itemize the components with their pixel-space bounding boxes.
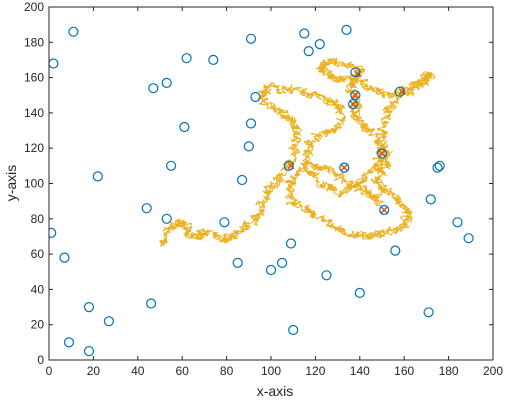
scatter-point [68,26,79,37]
y-axis-label: y-axis [3,165,19,202]
scatter-point [423,307,434,318]
x-tick-label: 20 [87,364,101,378]
scatter-point [283,160,294,171]
scatter-point [425,194,436,205]
scatter-point [161,213,172,224]
scatter-point [432,162,443,173]
axes: 0 20 40 60 80 100 120 140 160 180 200 0 20 40 60 80 100 1… [24,0,503,378]
scatter-point [277,257,288,268]
scatter-point [49,58,59,69]
plot-area [49,24,474,357]
scatter-point [243,141,254,152]
scatter-point [250,91,261,103]
highlight-marker [378,149,386,158]
scatter-point [288,324,299,336]
scatter-point [92,171,103,182]
scatter-point [146,298,157,309]
y-tick-label: 40 [31,282,45,296]
scatter-point [181,53,192,64]
x-tick-label: 60 [176,364,190,378]
y-tick-label: 140 [24,106,44,120]
scatter-point [299,28,310,39]
scatter-point [148,83,159,94]
scatter-point [354,287,365,298]
scatter-point [237,174,248,186]
scatter-point [350,90,361,101]
scatter-point [463,233,474,244]
x-tick-label: 40 [131,364,145,378]
scatter-point [390,245,401,256]
x-tick-label: 140 [350,364,370,378]
y-tick-label: 20 [31,318,45,332]
y-tick-label: 180 [24,35,44,49]
scatter-point [303,45,314,57]
scatter-point [141,203,152,214]
y-tick-label: 160 [24,71,44,85]
scatter-point [59,252,70,263]
scatter-point [379,204,390,216]
scatter-point [232,257,243,268]
scatter-point [219,217,230,228]
highlight-marker [349,100,357,108]
y-tick-label: 0 [37,353,44,367]
scatter-point [63,337,75,348]
scatter-point [339,162,350,173]
scatter-point [245,118,257,129]
y-tick-label: 200 [24,0,44,14]
scatter-point [103,316,115,327]
x-tick-label: 200 [483,364,503,378]
highlight-marker [351,91,359,99]
x-tick-label: 160 [394,364,414,378]
highlight-marker [340,164,348,172]
scatter-point [179,121,190,133]
scatter-point [166,160,177,171]
y-tick-label: 120 [24,141,44,155]
scatter-point [83,346,95,357]
scatter-point [49,227,57,238]
scatter-point [285,238,297,249]
scatter-point [394,86,405,97]
scatter-point [208,54,219,66]
x-tick-label: 180 [439,364,459,378]
scatter-point [376,148,388,159]
scatter-point [434,160,445,171]
scatter-point [265,264,277,276]
scatter-point [341,24,352,35]
scatter-point [83,302,95,313]
scatter-point [452,217,463,228]
x-tick-label: 0 [46,364,53,378]
y-tick-label: 80 [31,212,45,226]
scatter-point [321,270,332,281]
x-axis-label: x-axis [257,383,294,399]
scatter-point [350,67,361,78]
scatter-point [245,33,257,44]
highlight-marker [380,206,388,214]
scatter-point [161,77,172,89]
x-tick-label: 120 [305,364,325,378]
scatter-point [314,38,325,50]
x-tick-label: 80 [220,364,234,378]
random-walk-line [159,57,436,247]
y-tick-label: 100 [24,177,44,191]
y-tick-label: 60 [31,247,45,261]
x-tick-label: 100 [261,364,281,378]
